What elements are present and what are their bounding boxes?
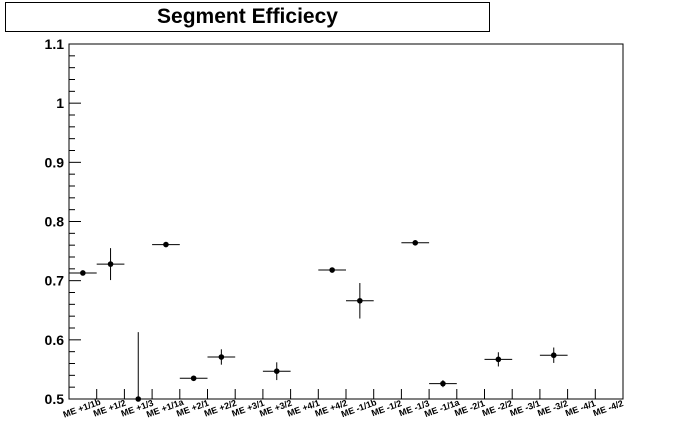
plot-frame: [68, 43, 624, 400]
chart-title: Segment Efficiecy: [157, 5, 338, 28]
point-marker: [163, 241, 169, 248]
data-point: [484, 352, 513, 367]
y-tick-label: 0.9: [45, 154, 65, 170]
data-series: [69, 240, 568, 402]
data-point: [539, 347, 568, 363]
point-marker: [107, 261, 114, 267]
x-category-label: ME -4/2: [592, 398, 625, 418]
point-marker: [80, 270, 86, 276]
data-point: [179, 375, 208, 382]
point-marker: [190, 375, 197, 382]
data-point: [318, 267, 346, 273]
data-point: [69, 270, 97, 276]
data-point: [152, 241, 180, 248]
data-point: [346, 283, 374, 319]
point-marker: [135, 396, 142, 402]
point-marker: [273, 368, 280, 374]
data-point: [401, 240, 430, 246]
point-marker: [329, 267, 335, 273]
y-tick-label: 0.7: [45, 273, 65, 289]
chart-title-box: Segment Efficiecy: [5, 2, 490, 32]
data-point: [207, 349, 236, 365]
point-marker: [218, 354, 225, 360]
point-marker: [495, 356, 502, 363]
y-tick-label: 1: [56, 95, 64, 111]
data-point: [96, 248, 125, 281]
y-tick-label: 0.6: [45, 332, 65, 348]
y-tick-label: 1.1: [45, 36, 65, 52]
point-marker: [440, 380, 446, 387]
point-marker: [357, 297, 363, 304]
data-point: [124, 332, 153, 402]
y-tick-label: 0.5: [45, 391, 65, 407]
y-tick-label: 0.8: [45, 214, 65, 230]
data-point: [262, 362, 291, 381]
point-marker: [412, 240, 419, 246]
y-axis: 0.5 0.6 0.7 0.8 0.9 1 1.1: [45, 36, 81, 407]
data-point: [429, 380, 457, 388]
point-marker: [550, 352, 557, 359]
